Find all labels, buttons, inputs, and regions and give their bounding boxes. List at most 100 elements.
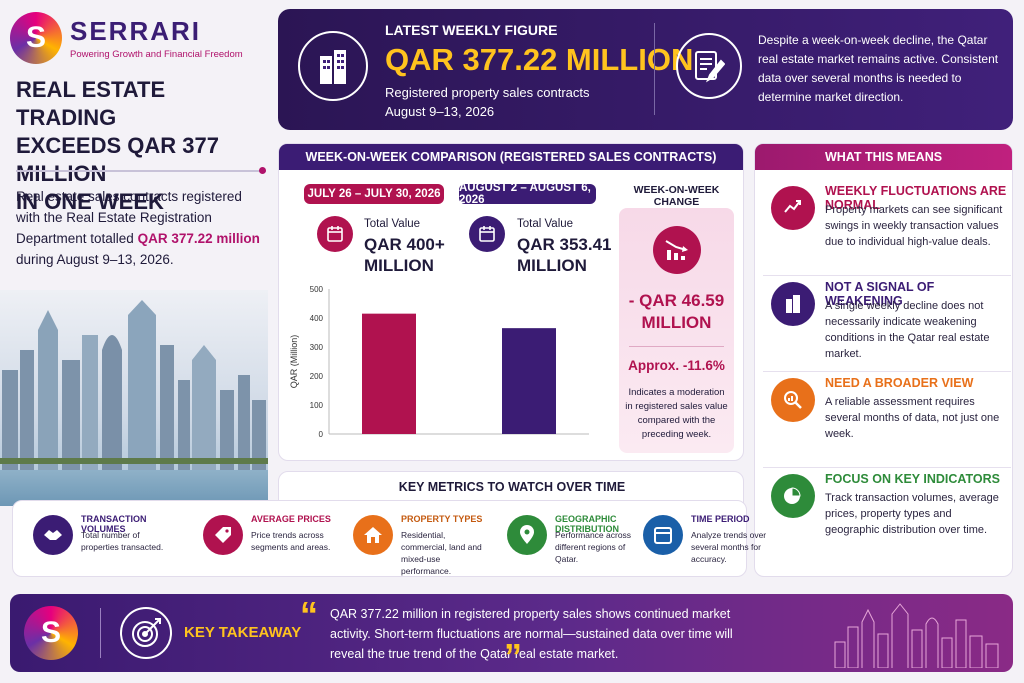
change-title: WEEK-ON-WEEK CHANGE — [633, 184, 720, 208]
metric-desc: Residential, commercial, land and mixed-… — [401, 530, 482, 576]
meaning-item-title: FOCUS ON KEY INDICATORS — [825, 472, 1001, 486]
meaning-item: FOCUS ON KEY INDICATORS Track transaction… — [763, 468, 1011, 558]
week-1-value-line-1: QAR 400+ — [364, 235, 445, 254]
comparison-title: WEEK-ON-WEEK COMPARISON (REGISTERED SALE… — [279, 144, 743, 170]
comparison-panel: WEEK-ON-WEEK COMPARISON (REGISTERED SALE… — [278, 143, 744, 461]
intro-highlight: QAR 377.22 million — [137, 231, 260, 246]
meaning-item-title: NEED A BROADER VIEW — [825, 376, 974, 390]
building-icon — [771, 282, 815, 326]
skyline-outline — [834, 603, 999, 668]
pie-chart-icon — [771, 474, 815, 518]
week-1-value-line-2: MILLION — [364, 256, 434, 275]
metric-item: GEOGRAPHIC DISTRIBUTION Performance acros… — [503, 511, 648, 576]
meaning-title: WHAT THIS MEANS — [755, 144, 1012, 170]
y-tick-label: 200 — [310, 372, 324, 381]
meaning-item: NOT A SIGNAL OF WEAKENING A single weekly… — [763, 276, 1011, 372]
building-icon — [298, 31, 368, 101]
week-2-value-line-2: MILLION — [517, 256, 587, 275]
change-value-line-2: MILLION — [641, 313, 712, 332]
metric-item: PROPERTY TYPES Residential, commercial, l… — [349, 511, 494, 576]
skyline-image — [0, 290, 268, 500]
close-quote-icon: ” — [504, 636, 522, 677]
magnifier-chart-icon — [771, 378, 815, 422]
latest-subtitle-line-1: Registered property sales contracts — [385, 85, 590, 100]
takeaway-divider — [100, 608, 101, 658]
change-value-line-1: - QAR 46.59 — [628, 291, 725, 310]
y-tick-label: 500 — [310, 285, 324, 294]
intro-text: Real estate sales contracts registered w… — [16, 189, 242, 246]
chart-down-icon — [653, 226, 701, 274]
meaning-item-title: NOT A SIGNAL OF WEAKENING — [825, 280, 935, 308]
metric-desc: Performance across different regions of … — [555, 530, 632, 564]
takeaway-banner: S KEY TAKEAWAY “ QAR 377.22 million in r… — [10, 594, 1013, 677]
brand-name: SERRARI — [70, 16, 202, 46]
price-tag-icon — [203, 515, 243, 555]
intro-paragraph: Real estate sales contracts registered w… — [16, 186, 266, 270]
week-1-label: Total Value — [364, 218, 421, 230]
metric-title: PROPERTY TYPES — [401, 514, 483, 524]
brand-logo: S SERRARI Powering Growth and Financial … — [10, 10, 265, 66]
week-1-period: JULY 26 – JULY 30, 2026 — [304, 184, 444, 204]
meaning-item: NEED A BROADER VIEW A reliable assessment… — [763, 372, 1011, 468]
meaning-item-desc: Property markets can see significant swi… — [825, 204, 1003, 248]
week-2-value: QAR 353.41 MILLION — [517, 234, 612, 276]
target-icon — [120, 607, 172, 659]
y-tick-label: 300 — [310, 343, 324, 352]
bar-2 — [502, 328, 556, 434]
page-title: REAL ESTATE TRADING EXCEEDS QAR 377 MILL… — [16, 76, 266, 216]
change-value: - QAR 46.59 MILLION — [619, 290, 734, 334]
week-2-label: Total Value — [517, 218, 574, 230]
latest-figure-banner: LATEST WEEKLY FIGURE QAR 377.22 MILLION … — [278, 9, 1013, 130]
change-description: Indicates a moderation in registered sal… — [625, 387, 728, 440]
headline-line-2: EXCEEDS QAR 377 MILLION — [16, 133, 219, 186]
logo-mark: S — [24, 606, 78, 660]
metrics-strip: TRANSACTION VOLUMES Total number of prope… — [12, 500, 766, 577]
takeaway-label: KEY TAKEAWAY — [184, 624, 302, 641]
metric-item: AVERAGE PRICES Price trends across segmen… — [199, 511, 344, 576]
calendar-icon — [317, 216, 353, 252]
metric-desc: Price trends across segments and areas. — [251, 530, 331, 552]
meaning-item-desc: A reliable assessment requires several m… — [825, 396, 1000, 440]
meaning-item-title: WEEKLY FLUCTUATIONS ARE NORMAL — [825, 184, 1007, 212]
metric-title: TIME PERIOD — [691, 514, 750, 524]
latest-date: August 9–13, 2026 — [385, 104, 495, 119]
latest-value: QAR 377.22 MILLION — [385, 42, 694, 77]
metrics-title: KEY METRICS TO WATCH OVER TIME — [398, 480, 626, 494]
meaning-item: WEEKLY FLUCTUATIONS ARE NORMAL Property m… — [763, 180, 1011, 276]
metric-item: TIME PERIOD Analyze trends over several m… — [639, 511, 784, 576]
latest-subtitle: Registered property sales contracts Augu… — [385, 83, 589, 121]
headline-line-1: REAL ESTATE TRADING — [16, 77, 166, 130]
calendar-icon — [643, 515, 683, 555]
banner-divider — [654, 23, 655, 115]
bar-chart: 0 100 200 300 400 500 QAR (Million) — [289, 285, 589, 439]
y-tick-label: 400 — [310, 314, 324, 323]
week-1-value: QAR 400+ MILLION — [364, 234, 445, 276]
headline-line-3: IN ONE WEEK — [16, 189, 164, 214]
meaning-item-desc: A single weekly decline does not necessa… — [825, 300, 990, 360]
headline-divider — [16, 167, 266, 174]
intro-text-end: during August 9–13, 2026. — [16, 252, 174, 267]
metric-title: GEOGRAPHIC DISTRIBUTION — [555, 514, 619, 534]
metric-title: AVERAGE PRICES — [251, 514, 331, 524]
metric-item: TRANSACTION VOLUMES Total number of prope… — [29, 511, 174, 576]
document-pen-icon — [676, 33, 742, 99]
bar-1 — [362, 313, 416, 434]
calendar-icon — [469, 216, 505, 252]
house-icon — [353, 515, 393, 555]
latest-description: Despite a week-on-week decline, the Qata… — [758, 33, 999, 104]
handshake-icon — [33, 515, 73, 555]
meaning-item-desc: Track transaction volumes, average price… — [825, 492, 999, 536]
change-percent: Approx. -11.6% — [628, 358, 725, 373]
metric-title: TRANSACTION VOLUMES — [81, 514, 147, 534]
open-quote-icon: “ — [300, 594, 318, 635]
logo-mark: S — [10, 12, 62, 64]
y-tick-label: 100 — [310, 401, 324, 410]
y-tick-label: 0 — [319, 430, 324, 439]
y-axis-label: QAR (Million) — [289, 335, 299, 389]
brand-tagline: Powering Growth and Financial Freedom — [70, 49, 243, 60]
week-2-period: AUGUST 2 – AUGUST 6, 2026 — [459, 182, 596, 206]
metric-desc: Total number of properties transacted. — [81, 530, 164, 552]
week-2-value-line-1: QAR 353.41 — [517, 235, 612, 254]
map-pin-icon — [507, 515, 547, 555]
metric-desc: Analyze trends over several months for a… — [691, 530, 767, 564]
